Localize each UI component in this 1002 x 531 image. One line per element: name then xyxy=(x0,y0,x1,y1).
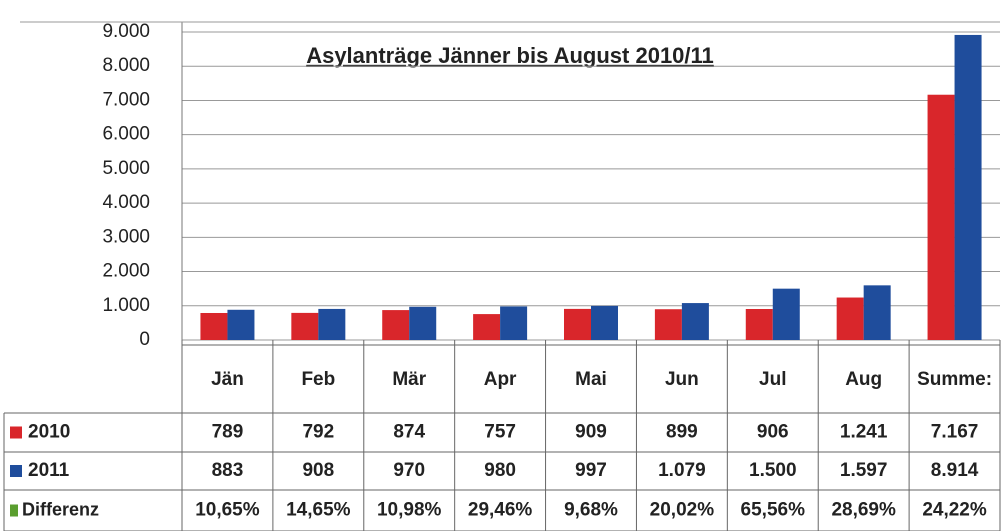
bar xyxy=(863,285,891,340)
table-value: 757 xyxy=(484,422,516,443)
table-value: 997 xyxy=(575,460,607,481)
y-tick-label: 5.000 xyxy=(102,158,150,179)
table-value: 14,65% xyxy=(286,500,351,521)
bar xyxy=(200,312,228,340)
table-value: 1.241 xyxy=(840,422,888,443)
table-value: 28,69% xyxy=(831,500,896,521)
y-tick-label: 8.000 xyxy=(102,55,150,76)
table-value: 10,98% xyxy=(377,500,442,521)
y-tick-label: 9.000 xyxy=(102,21,150,42)
table-value: 792 xyxy=(302,422,334,443)
bar xyxy=(291,312,319,340)
table-value: 29,46% xyxy=(468,500,533,521)
table-value: 24,22% xyxy=(922,500,987,521)
table-value: 909 xyxy=(575,422,607,443)
y-tick-label: 0 xyxy=(139,329,150,350)
bar xyxy=(927,94,955,340)
bar xyxy=(772,288,800,340)
bar xyxy=(836,297,864,340)
legend-key xyxy=(10,426,22,439)
chart-title: Asylanträge Jänner bis August 2010/11 xyxy=(306,43,714,68)
legend-label: Differenz xyxy=(22,499,99,519)
x-tick-label: Jän xyxy=(211,369,244,390)
table-value: 1.597 xyxy=(840,460,888,481)
bar xyxy=(473,314,501,340)
table-value: 883 xyxy=(212,460,244,481)
bar xyxy=(654,309,682,340)
y-tick-label: 4.000 xyxy=(102,192,150,213)
table-value: 20,02% xyxy=(650,500,715,521)
table-value: 908 xyxy=(302,460,334,481)
table-value: 970 xyxy=(393,460,425,481)
table-value: 7.167 xyxy=(931,422,979,443)
bar xyxy=(564,308,591,340)
legend-key xyxy=(10,504,18,517)
table-value: 789 xyxy=(212,422,244,443)
table-value: 906 xyxy=(757,422,789,443)
x-tick-label: Apr xyxy=(484,369,517,390)
x-tick-label: Aug xyxy=(845,369,882,390)
x-tick-label: Jul xyxy=(759,369,786,390)
legend-label: 2010 xyxy=(28,422,70,443)
table-value: 1.079 xyxy=(658,460,706,481)
x-tick-label: Feb xyxy=(301,369,335,390)
table-value: 9,68% xyxy=(564,500,618,521)
bar xyxy=(318,308,346,340)
y-tick-label: 1.000 xyxy=(102,295,150,316)
bar xyxy=(409,306,437,340)
bar xyxy=(681,303,709,340)
x-tick-label: Mär xyxy=(392,369,426,390)
table-value: 874 xyxy=(393,422,425,443)
y-tick-label: 3.000 xyxy=(102,226,150,247)
legend-label: 2011 xyxy=(28,460,70,481)
table-value: 980 xyxy=(484,460,516,481)
bar xyxy=(591,305,618,340)
bar xyxy=(500,306,528,340)
y-tick-label: 7.000 xyxy=(102,89,150,110)
table-value: 10,65% xyxy=(195,500,260,521)
x-tick-label: Jun xyxy=(665,369,699,390)
x-tick-label: Mai xyxy=(575,369,607,390)
bar xyxy=(745,308,773,340)
table-value: 65,56% xyxy=(741,500,806,521)
y-tick-label: 2.000 xyxy=(102,261,150,282)
table-value: 8.914 xyxy=(931,460,979,481)
bar xyxy=(227,309,255,340)
y-tick-label: 6.000 xyxy=(102,124,150,145)
x-tick-label: Summe: xyxy=(917,369,992,390)
legend-key xyxy=(10,465,22,477)
bar xyxy=(382,310,410,340)
bar xyxy=(954,34,982,340)
table-value: 899 xyxy=(666,422,698,443)
table-value: 1.500 xyxy=(749,460,797,481)
